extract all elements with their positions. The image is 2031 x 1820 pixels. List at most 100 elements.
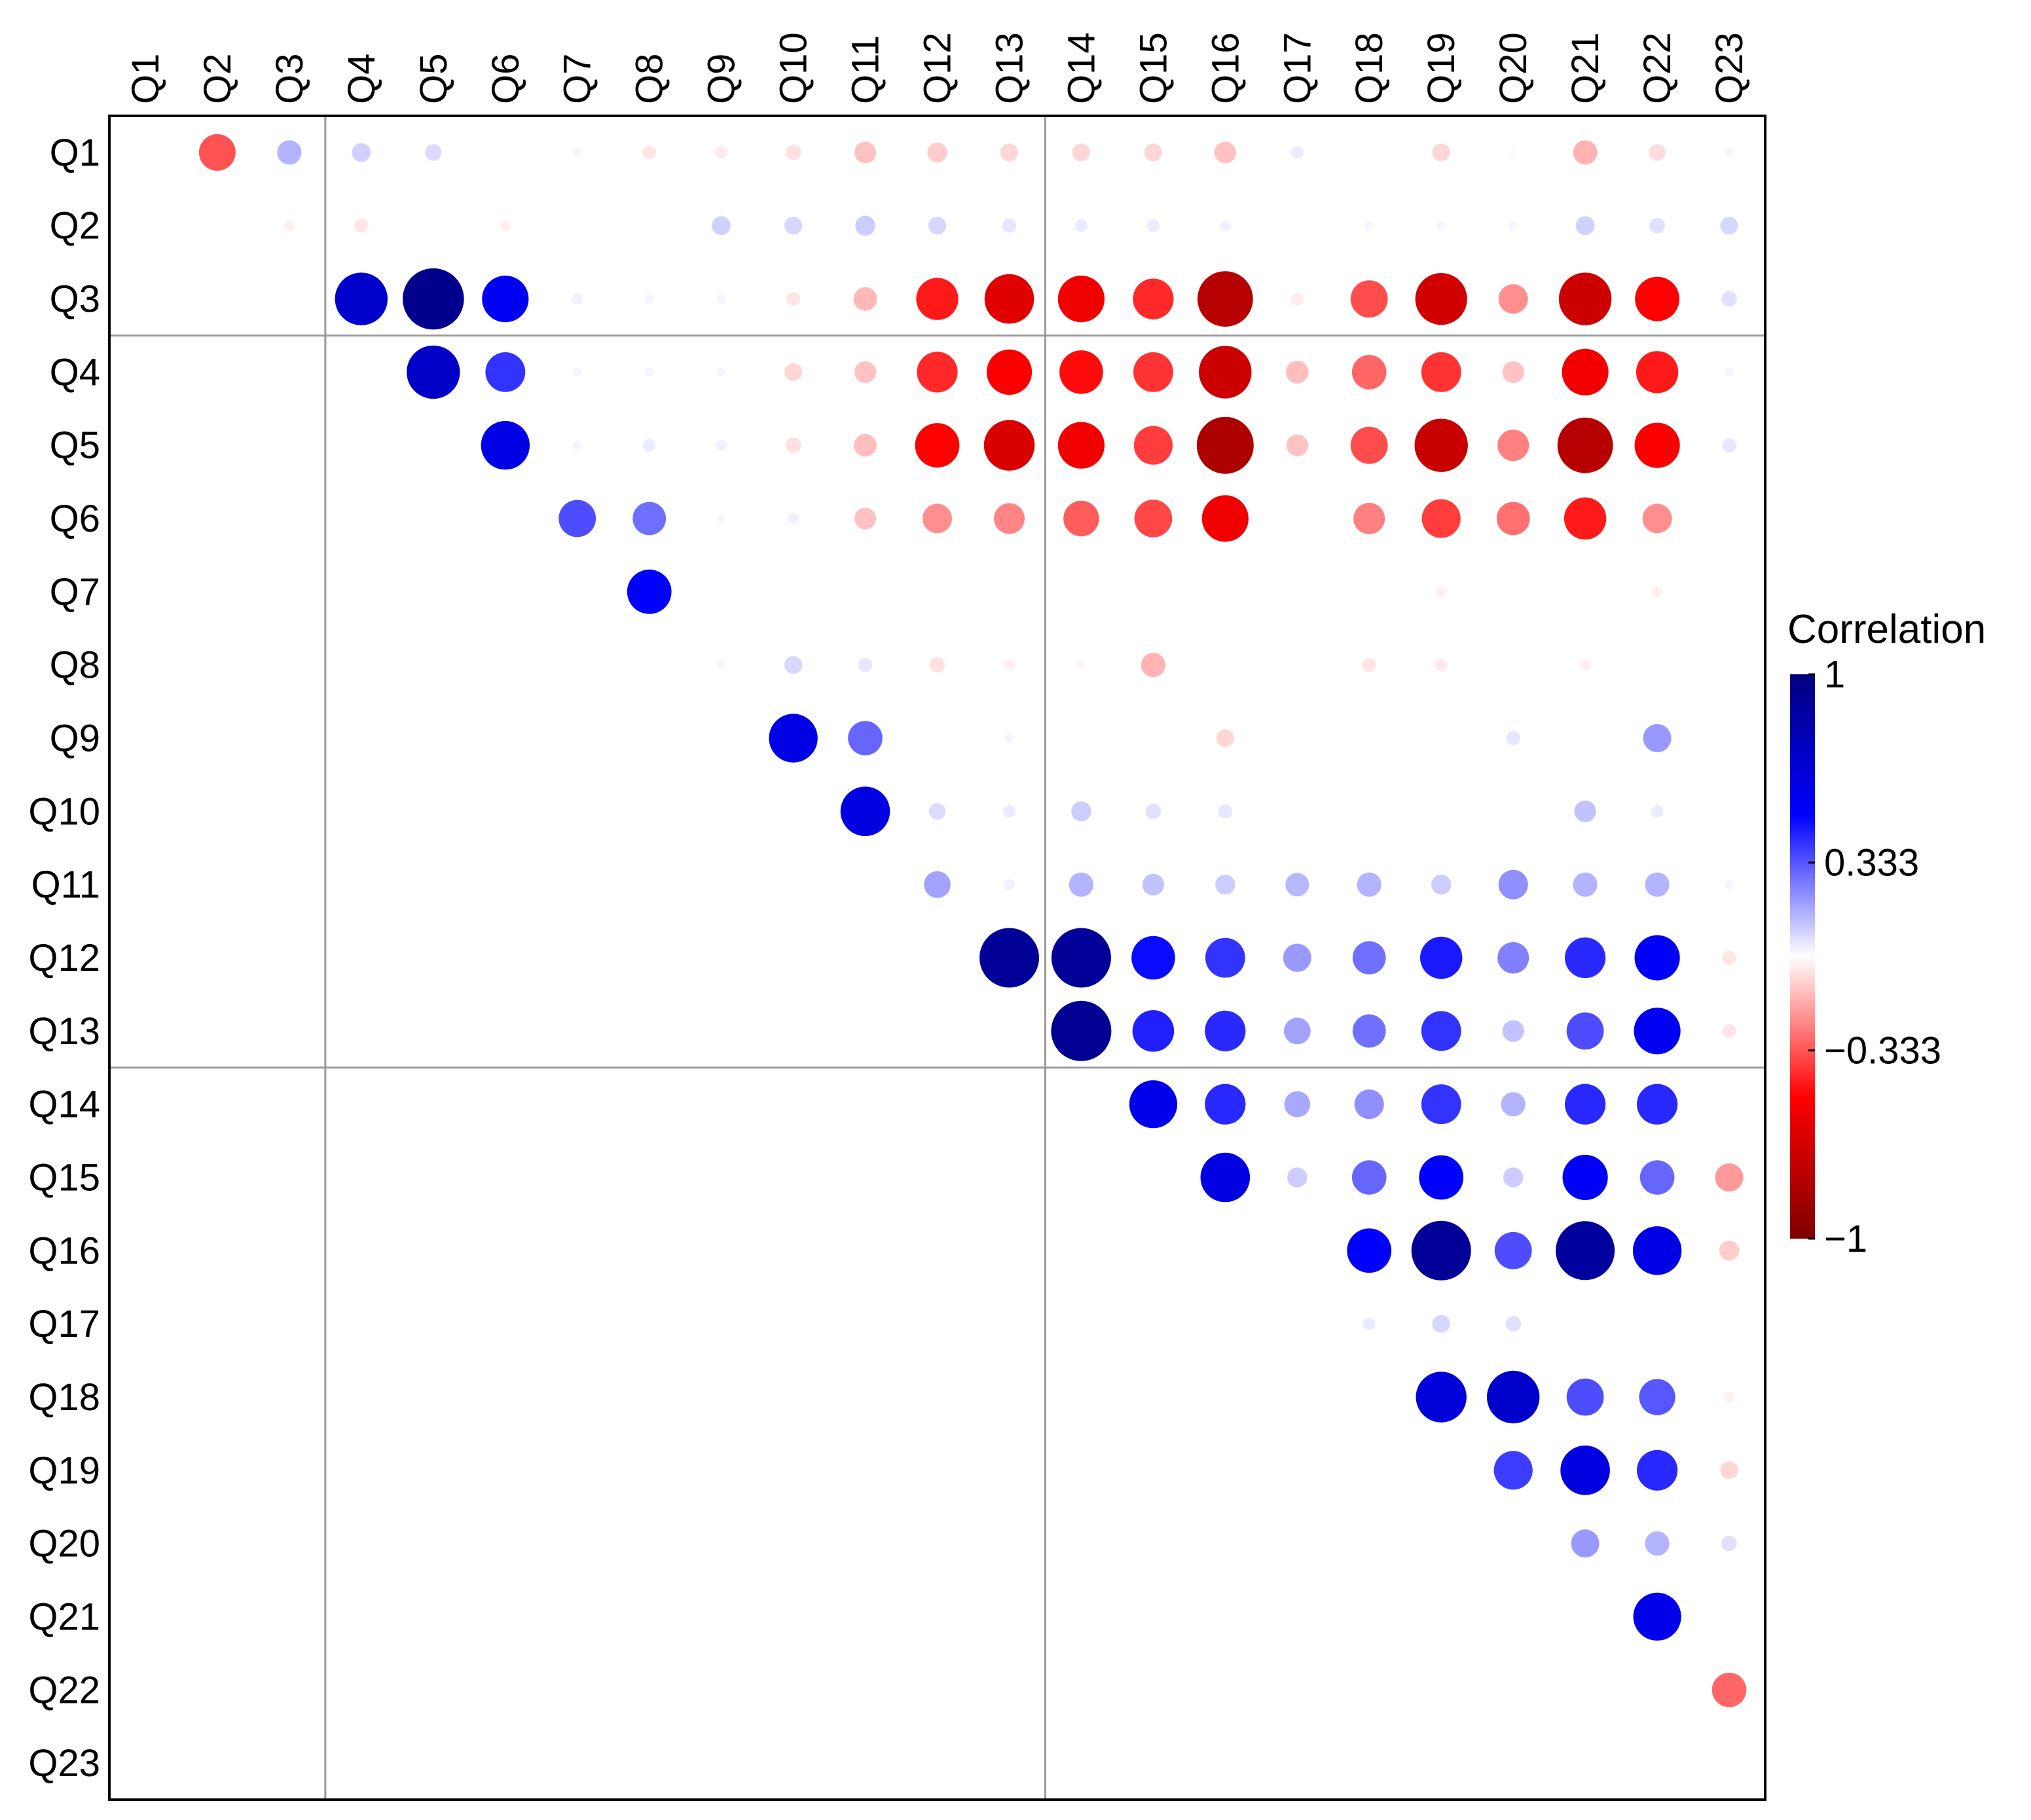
dot-q5-q17	[1286, 434, 1308, 456]
dot-q8-q14	[1076, 660, 1086, 670]
dot-q6-q18	[1353, 503, 1385, 534]
dot-q7-q23	[1727, 589, 1731, 594]
dot-q15-q22	[1639, 1160, 1675, 1195]
dot-q3-q18	[1350, 280, 1388, 318]
dot-q5-q23	[1722, 438, 1736, 452]
dot-q1-q6	[503, 150, 507, 155]
dot-q17-q23	[1727, 1322, 1731, 1326]
dot-q5-q13	[983, 420, 1035, 471]
dot-q10-q18	[1367, 809, 1372, 814]
dot-q12-q16	[1205, 937, 1245, 978]
dot-q17-q18	[1363, 1317, 1376, 1330]
dot-q2-q18	[1364, 221, 1374, 230]
col-label-q20: Q20	[1492, 32, 1535, 104]
dot-q19-q22	[1637, 1449, 1678, 1491]
dot-q13-q20	[1502, 1020, 1524, 1042]
dot-q16-q19	[1411, 1220, 1471, 1281]
dot-q11-q16	[1215, 875, 1235, 895]
dot-q1-q11	[854, 141, 877, 164]
dot-q5-q18	[1350, 426, 1388, 464]
dot-q4-q17	[1286, 361, 1309, 384]
dot-q9-q17	[1295, 736, 1300, 740]
dot-q5-q11	[854, 433, 877, 457]
dot-q2-q17	[1295, 223, 1300, 228]
row-label-q22: Q22	[28, 1669, 100, 1711]
dot-q5-q9	[716, 439, 727, 451]
row-label-q19: Q19	[28, 1449, 100, 1492]
row-label-q5: Q5	[50, 424, 100, 467]
dot-q15-q23	[1715, 1163, 1744, 1192]
dot-q2-q14	[1074, 219, 1088, 232]
dot-q8-q22	[1655, 663, 1660, 667]
row-label-q11: Q11	[31, 864, 100, 906]
dot-q3-q17	[1290, 293, 1304, 306]
dot-q2-q5	[431, 223, 435, 228]
dot-q16-q20	[1494, 1231, 1532, 1269]
dot-q10-q14	[1071, 801, 1091, 822]
dot-q8-q10	[784, 656, 803, 674]
dot-q6-q14	[1063, 500, 1099, 537]
plot-border	[108, 115, 1766, 1801]
dot-q11-q20	[1498, 869, 1528, 900]
dot-q18-q21	[1566, 1378, 1604, 1416]
dot-q11-q14	[1069, 872, 1093, 897]
legend-tick-label: −0.333	[1824, 1030, 1941, 1072]
dot-q15-q18	[1351, 1160, 1387, 1195]
dot-q14-q17	[1284, 1091, 1311, 1118]
dot-q10-q22	[1651, 805, 1664, 818]
dot-q1-q9	[715, 146, 728, 159]
dot-q7-q8	[627, 570, 672, 614]
dot-q8-q13	[1004, 659, 1015, 670]
dot-q5-q21	[1557, 417, 1613, 473]
dot-q10-q15	[1145, 803, 1162, 820]
dot-q14-q21	[1565, 1083, 1606, 1125]
col-label-q21: Q21	[1564, 32, 1607, 104]
dot-q9-q19	[1439, 736, 1444, 740]
dot-q3-q15	[1133, 278, 1174, 319]
dot-q17-q19	[1432, 1315, 1450, 1333]
dot-q7-q10	[791, 589, 796, 594]
dot-q8-q15	[1141, 653, 1165, 678]
dot-q9-q15	[1151, 736, 1156, 740]
row-label-q9: Q9	[50, 718, 100, 760]
dot-q11-q13	[1004, 879, 1015, 890]
dot-q5-q8	[643, 439, 656, 452]
dot-q2-q12	[928, 217, 947, 235]
dot-q6-q21	[1564, 497, 1607, 540]
dot-q4-q11	[854, 361, 877, 384]
dot-q2-q13	[1002, 219, 1017, 233]
dot-q15-q19	[1419, 1155, 1464, 1200]
dot-q6-q7	[558, 500, 596, 537]
dot-q4-q10	[784, 363, 803, 382]
dot-q4-q18	[1351, 355, 1387, 390]
dot-q1-q22	[1649, 144, 1666, 161]
dot-q1-q21	[1573, 140, 1598, 165]
dot-q15-q21	[1562, 1154, 1608, 1201]
dot-q13-q21	[1566, 1012, 1604, 1050]
dot-q15-q17	[1287, 1167, 1308, 1188]
dot-q21-q23	[1727, 1614, 1731, 1619]
dot-q2-q23	[1720, 217, 1738, 235]
col-label-q11: Q11	[845, 35, 887, 104]
dot-q4-q6	[485, 352, 526, 392]
col-label-q14: Q14	[1060, 32, 1103, 104]
dot-q19-q20	[1493, 1451, 1533, 1490]
dot-q3-q7	[572, 293, 583, 304]
correlation-dots	[198, 134, 1747, 1707]
dot-q6-q13	[994, 503, 1025, 534]
dot-q7-q19	[1435, 586, 1447, 598]
dot-q7-q21	[1583, 589, 1588, 594]
dot-q6-q15	[1134, 500, 1173, 537]
row-label-q18: Q18	[28, 1376, 100, 1419]
dot-q4-q22	[1636, 351, 1679, 393]
dot-q4-q8	[644, 367, 654, 377]
dot-q6-q9	[716, 514, 726, 523]
col-label-q22: Q22	[1636, 32, 1679, 104]
dot-q7-q15	[1151, 589, 1156, 594]
dot-q10-q16	[1218, 804, 1233, 819]
dot-q2-q6	[500, 220, 511, 232]
dot-q18-q23	[1723, 1391, 1735, 1403]
dot-q5-q15	[1133, 426, 1173, 465]
dot-q3-q20	[1498, 284, 1528, 314]
